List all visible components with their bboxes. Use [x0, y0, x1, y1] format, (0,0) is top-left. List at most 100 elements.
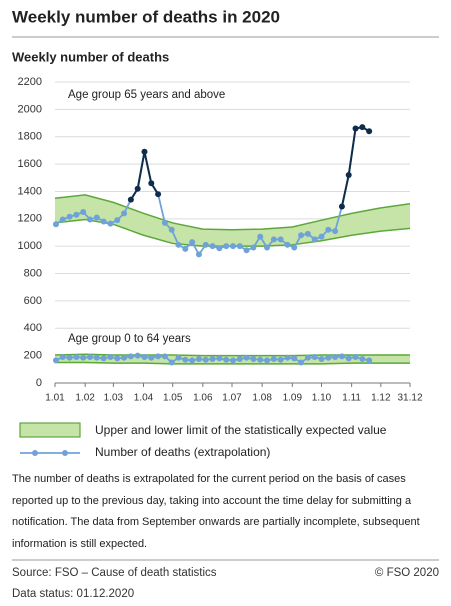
legend-point	[62, 450, 68, 456]
deaths-point	[134, 352, 141, 359]
deaths-point	[359, 356, 366, 363]
y-tick-label: 1000	[18, 240, 42, 252]
deaths-point	[345, 355, 352, 362]
x-tick-label: 1.11	[342, 393, 361, 404]
legend-band	[19, 422, 81, 438]
deaths-point	[298, 232, 305, 239]
group-label: Age group 0 to 64 years	[68, 333, 191, 345]
deaths-point	[366, 357, 373, 364]
deaths-point	[338, 353, 345, 360]
deaths-point	[100, 218, 107, 225]
x-tick-label: 1.02	[75, 393, 95, 404]
band-edge	[54, 194, 411, 231]
excess-line	[340, 126, 370, 207]
deaths-point	[236, 356, 243, 363]
deaths-point	[223, 243, 230, 250]
y-tick-label: 200	[24, 350, 42, 362]
deaths-point	[284, 241, 291, 248]
deaths-point	[80, 208, 87, 215]
y-tick-label: 800	[24, 267, 42, 279]
deaths-point	[107, 354, 114, 361]
excess-line	[130, 151, 159, 201]
deaths-point	[277, 356, 284, 363]
deaths-point	[127, 353, 134, 360]
deaths-point	[318, 233, 325, 240]
deaths-point	[325, 354, 332, 361]
deaths-point	[141, 148, 148, 155]
deaths-point	[66, 213, 73, 220]
deaths-point	[325, 226, 332, 233]
deaths-point	[80, 354, 87, 361]
deaths-point	[121, 354, 128, 361]
group-label: Age group 65 years and above	[68, 89, 225, 101]
deaths-point	[311, 354, 318, 361]
deaths-point	[264, 244, 271, 251]
y-tick-label: 600	[24, 295, 42, 307]
y-tick-label: 1400	[18, 185, 42, 197]
deaths-point	[277, 236, 284, 243]
deaths-point	[93, 214, 100, 221]
deaths-point	[318, 356, 325, 363]
deaths-point	[209, 243, 216, 250]
deaths-point	[141, 354, 148, 361]
deaths-point	[270, 236, 277, 243]
x-tick-label: 1.05	[163, 393, 183, 404]
deaths-point	[127, 196, 134, 203]
x-tick-label: 1.08	[252, 393, 272, 404]
deaths-point	[202, 356, 209, 363]
deaths-point	[298, 359, 305, 366]
x-tick-label: 31.12	[397, 393, 422, 404]
deaths-point	[114, 355, 121, 362]
deaths-point	[236, 243, 243, 250]
deaths-point	[182, 245, 189, 252]
deaths-point	[121, 210, 128, 217]
x-tick-label: 1.03	[104, 393, 124, 404]
deaths-point	[345, 172, 352, 179]
y-tick-label: 1200	[18, 213, 42, 225]
note: The number of deaths is extrapolated for…	[12, 473, 420, 550]
deaths-point	[264, 357, 271, 364]
deaths-point	[229, 357, 236, 364]
deaths-point	[257, 233, 264, 240]
deaths-point	[100, 355, 107, 362]
expected-band	[55, 194, 410, 247]
deaths-point	[168, 359, 175, 366]
page-title: Weekly number of deaths in 2020	[12, 7, 280, 26]
deaths-point	[52, 221, 59, 228]
deaths-point	[311, 236, 318, 243]
deaths-point	[243, 247, 250, 254]
deaths-point	[209, 356, 216, 363]
deaths-point	[73, 354, 80, 361]
deaths-point	[352, 125, 359, 132]
deaths-point	[93, 354, 100, 361]
x-tick-label: 1.06	[193, 393, 213, 404]
deaths-point	[223, 356, 230, 363]
y-tick-label: 400	[24, 322, 42, 334]
deaths-point	[59, 216, 66, 223]
x-tick-label: 1.12	[371, 393, 391, 404]
deaths-point	[202, 241, 209, 248]
deaths-point	[250, 244, 257, 251]
deaths-point	[87, 354, 94, 361]
deaths-point	[304, 354, 311, 361]
deaths-point	[87, 216, 94, 223]
deaths-point	[291, 355, 298, 362]
deaths-point	[270, 356, 277, 363]
deaths-point	[352, 354, 359, 361]
deaths-point	[338, 203, 345, 210]
y-tick-label: 1600	[18, 158, 42, 170]
band-edge	[54, 353, 410, 357]
y-tick-label: 1800	[18, 131, 42, 143]
deaths-point	[304, 230, 311, 237]
deaths-point	[332, 354, 339, 361]
band-edge	[55, 361, 410, 365]
deaths-point	[52, 357, 59, 364]
copyright: © FSO 2020	[375, 567, 439, 579]
deaths-point	[366, 128, 373, 135]
deaths-point	[257, 356, 264, 363]
x-tick-label: 1.09	[283, 393, 303, 404]
deaths-point	[332, 228, 339, 235]
deaths-point	[195, 251, 202, 258]
